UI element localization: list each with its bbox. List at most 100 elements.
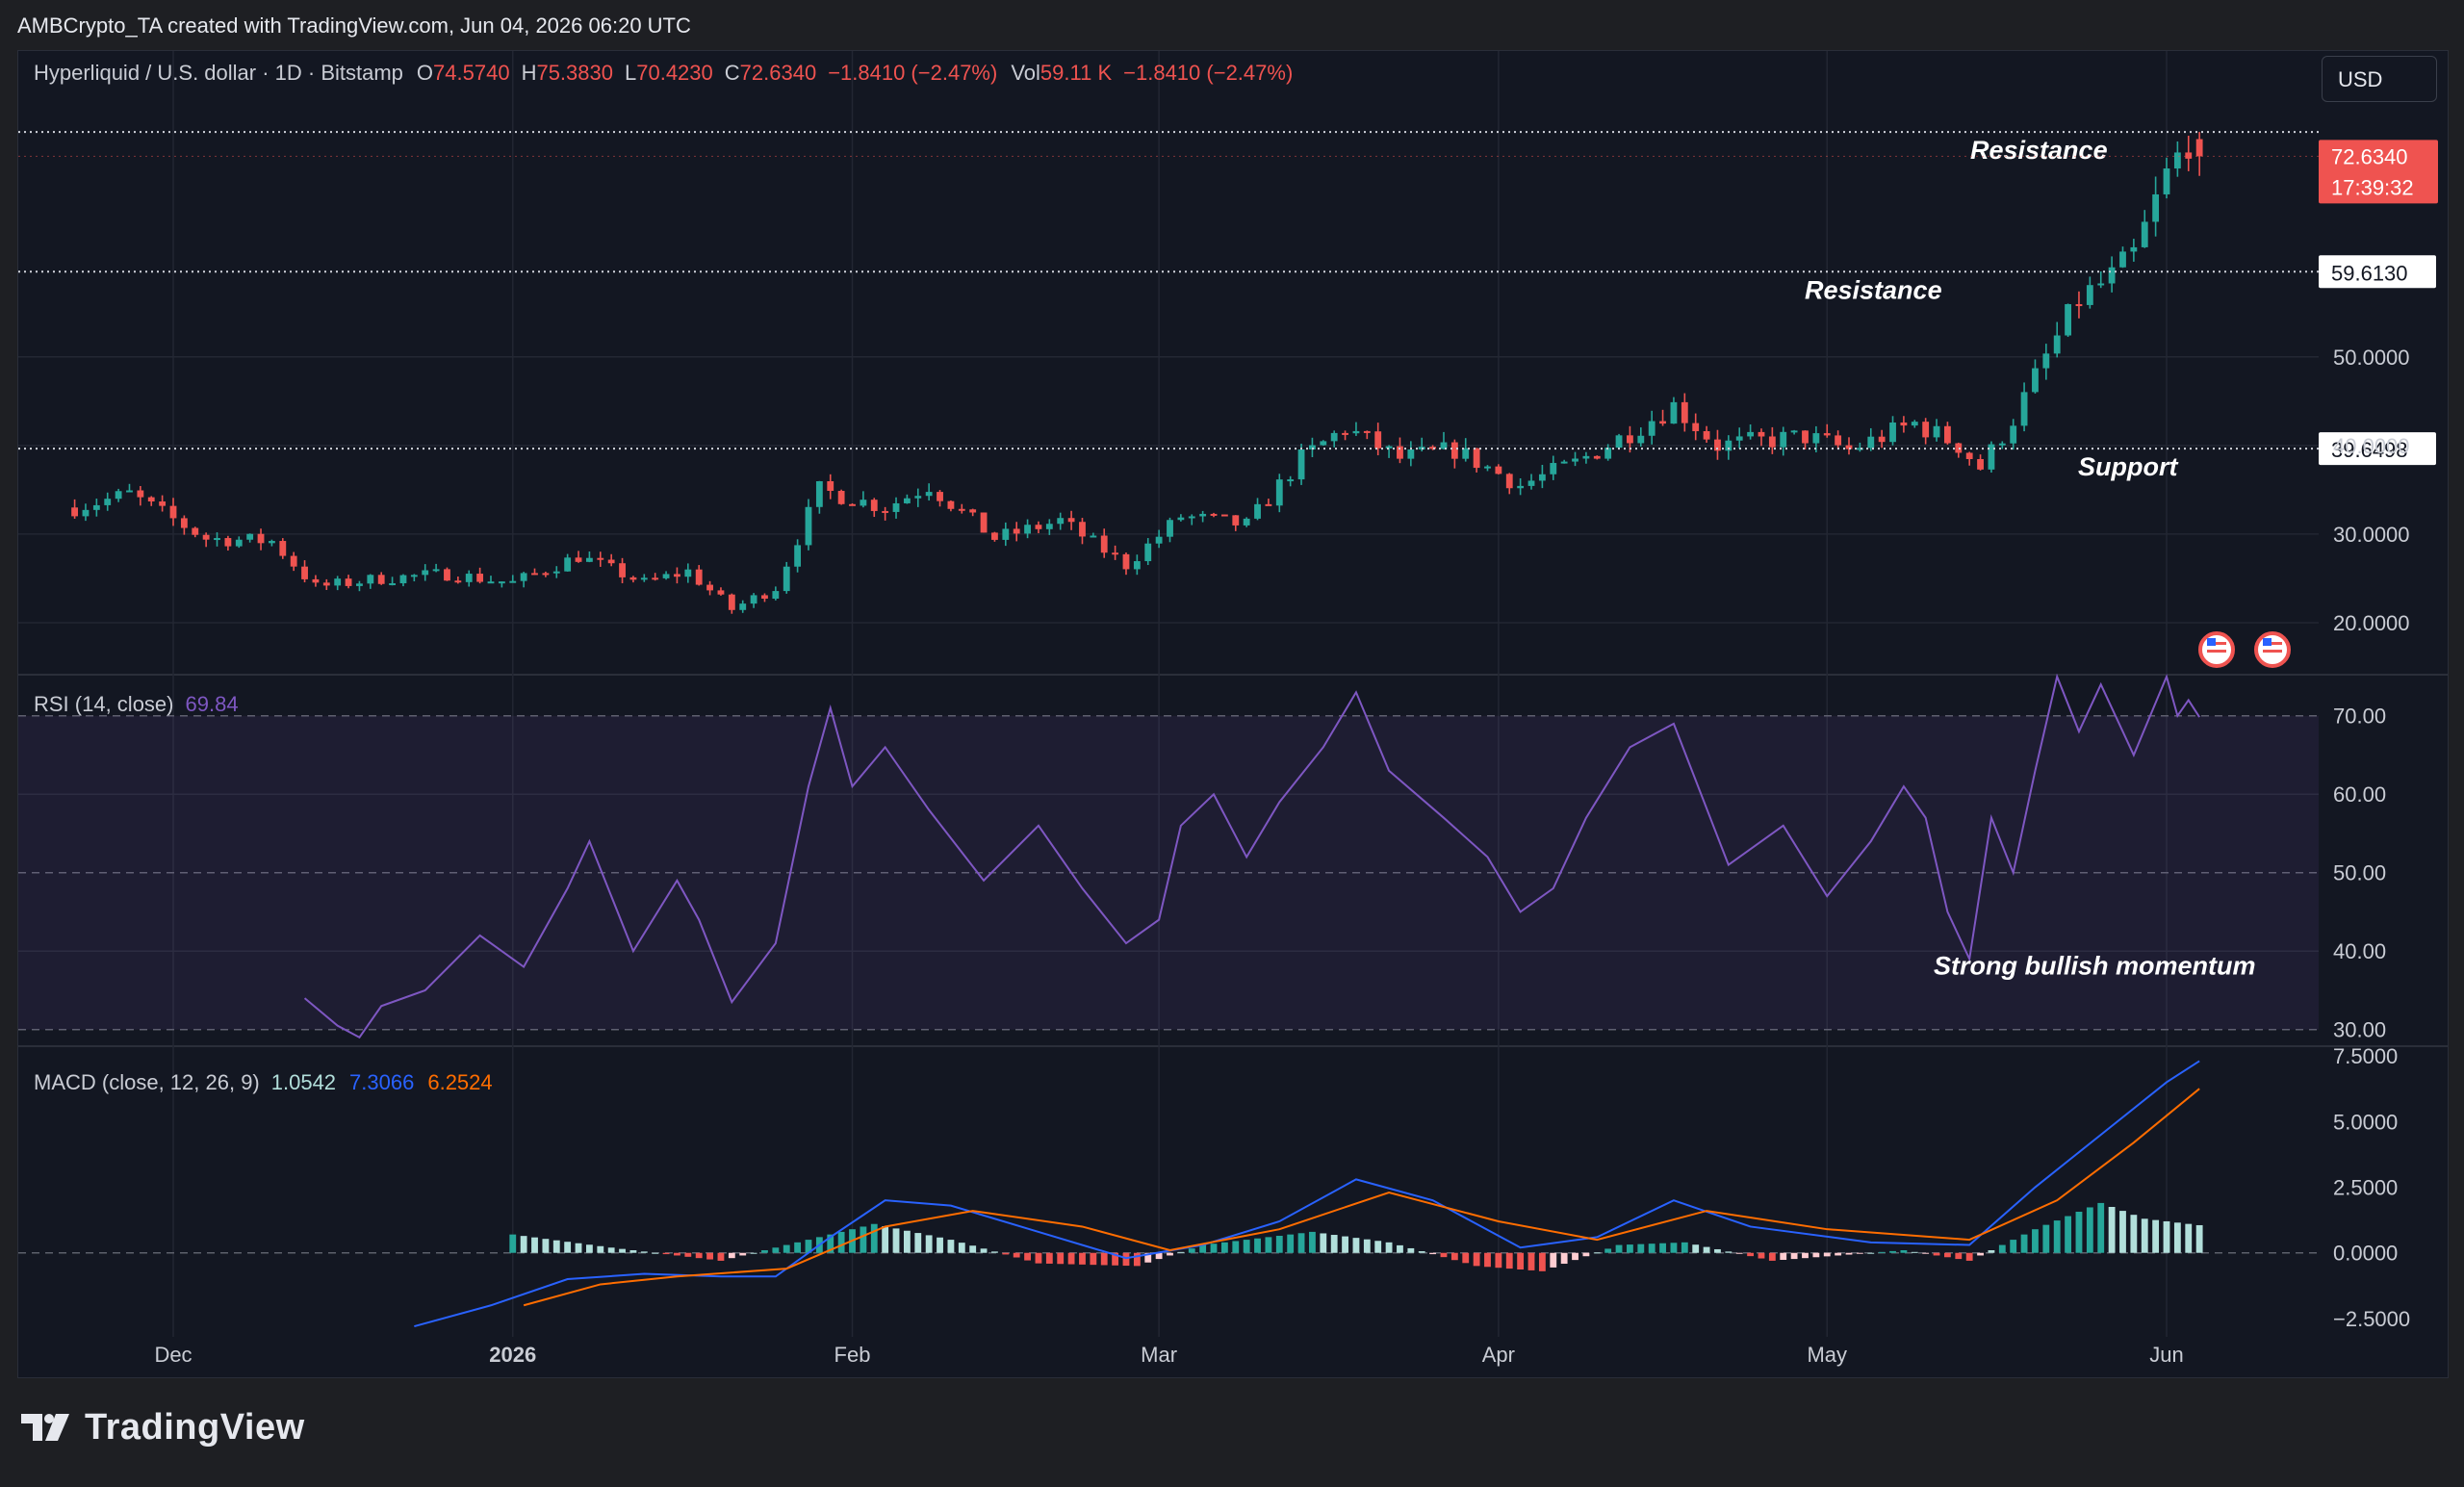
support-resistance-levels: Resistance Resistance 59.6130 Support 39.649… <box>18 131 2438 668</box>
flag-stripe <box>2207 650 2226 653</box>
candle-body <box>837 491 845 504</box>
candle-body <box>487 581 495 584</box>
x-tick-label: Apr <box>1482 1343 1515 1367</box>
macd-histogram-bar <box>837 1231 845 1253</box>
candle-body <box>1692 423 1700 431</box>
candle-body <box>2010 425 2017 444</box>
candle-body <box>575 557 582 562</box>
candle-body <box>1385 446 1393 449</box>
macd-histogram-bar <box>1604 1248 1612 1253</box>
candle-body <box>1780 431 1787 448</box>
candle-body <box>1527 480 1535 486</box>
macd-line <box>414 1060 2200 1328</box>
macd-histogram-bar <box>2020 1234 2028 1253</box>
candle-body <box>542 573 550 576</box>
macd-histogram-bar <box>1450 1252 1458 1261</box>
candle-body <box>1856 448 1863 450</box>
macd-histogram-bar <box>684 1252 692 1257</box>
macd-histogram-bar <box>1758 1252 1765 1259</box>
candle-body <box>1572 458 1578 462</box>
rsi-annotation: Strong bullish momentum <box>1934 952 2256 981</box>
candle-body <box>1473 448 1480 469</box>
macd-histogram-bar <box>1780 1252 1787 1260</box>
candle-body <box>498 581 505 584</box>
candle-body <box>246 533 254 540</box>
candle-body <box>1462 448 1470 459</box>
candle-body <box>1144 543 1152 562</box>
x-tick-label: Mar <box>1141 1343 1177 1367</box>
macd-histogram-bar <box>662 1252 670 1255</box>
flag-canton <box>2207 638 2216 646</box>
candle-body <box>509 580 517 583</box>
macd-histogram-bar <box>552 1240 560 1253</box>
candle-body <box>849 503 856 506</box>
macd-histogram-bar <box>1933 1252 1940 1256</box>
macd-histogram-bar <box>1100 1252 1108 1266</box>
candle-body <box>202 534 210 540</box>
macd-histogram-bar <box>1692 1244 1700 1253</box>
candle-body <box>1275 479 1283 506</box>
macd-histogram-bar <box>564 1242 572 1253</box>
candle-body <box>739 603 747 610</box>
candle-body <box>827 481 834 492</box>
currency-select-button[interactable]: USD <box>2322 56 2437 102</box>
candle-body <box>1024 525 1031 534</box>
macd-histogram-bar <box>761 1250 768 1253</box>
macd-histogram-bar <box>1560 1252 1568 1265</box>
macd-histogram-bar <box>925 1235 933 1253</box>
candle-body <box>1450 442 1458 459</box>
macd-y-tick-label: 0.0000 <box>2333 1242 2398 1266</box>
macd-histogram-bar <box>1035 1252 1042 1264</box>
candle-body <box>783 566 790 592</box>
macd-histogram-bar <box>1057 1252 1065 1265</box>
macd-histogram-bar <box>739 1252 747 1256</box>
open-value: 74.5740 <box>433 61 510 85</box>
candle-body <box>1593 455 1601 459</box>
macd-histogram-bar <box>1418 1251 1425 1253</box>
x-tick-label: Feb <box>834 1343 871 1367</box>
macd-histogram-bar <box>2119 1211 2126 1253</box>
macd-histogram-bar <box>969 1245 977 1253</box>
vol-change-value: −1.8410 (−2.47%) <box>1123 61 1293 85</box>
candle-body <box>750 595 757 604</box>
macd-histogram-bar <box>1265 1237 1272 1253</box>
candle-body <box>1845 445 1853 449</box>
candle-body <box>1505 474 1513 489</box>
macd-histogram-bar <box>585 1244 593 1253</box>
macd-histogram-bar <box>882 1226 889 1253</box>
candle-body <box>92 504 100 510</box>
candle-body <box>1057 518 1065 525</box>
tradingview-brand[interactable]: TradingView <box>19 1407 305 1449</box>
macd-histogram-bar <box>1900 1250 1908 1253</box>
macd-histogram-bar <box>827 1234 834 1253</box>
macd-histogram-bar <box>1790 1252 1798 1260</box>
candle-body <box>1550 463 1557 474</box>
macd-histogram-bar <box>607 1247 615 1253</box>
candle-body <box>597 557 604 560</box>
macd-histogram-bar <box>1243 1240 1250 1253</box>
candle-body <box>2130 246 2138 252</box>
chart-svg[interactable]: Resistance Resistance 59.6130 Support 39.649… <box>18 51 2448 1377</box>
macd-histogram-bar <box>1768 1252 1776 1261</box>
chart-panel[interactable]: Resistance Resistance 59.6130 Support 39.649… <box>17 50 2449 1378</box>
macd-histogram-bar <box>652 1252 659 1254</box>
candle-body <box>892 502 900 512</box>
candle-body <box>1560 461 1568 464</box>
macd-histogram-bar <box>2152 1219 2160 1253</box>
macd-histogram-bar <box>1725 1251 1732 1253</box>
price-y-tick-label: 20.0000 <box>2333 611 2410 635</box>
candle-body <box>1397 446 1403 459</box>
macd-histogram-bar <box>2032 1229 2039 1253</box>
macd-series <box>414 1060 2203 1328</box>
candle-body <box>1045 524 1053 529</box>
candle-body <box>1090 535 1097 538</box>
candle-body <box>1582 455 1590 459</box>
macd-histogram-bar <box>1122 1252 1130 1267</box>
rsi-series: Strong bullish momentum <box>303 673 2256 1039</box>
candle-body <box>465 574 473 582</box>
macd-histogram-bar <box>1342 1236 1348 1253</box>
candle-body <box>2065 304 2072 336</box>
candle-body <box>432 569 440 572</box>
grid-lines <box>18 51 2448 1337</box>
candle-body <box>1254 503 1261 519</box>
